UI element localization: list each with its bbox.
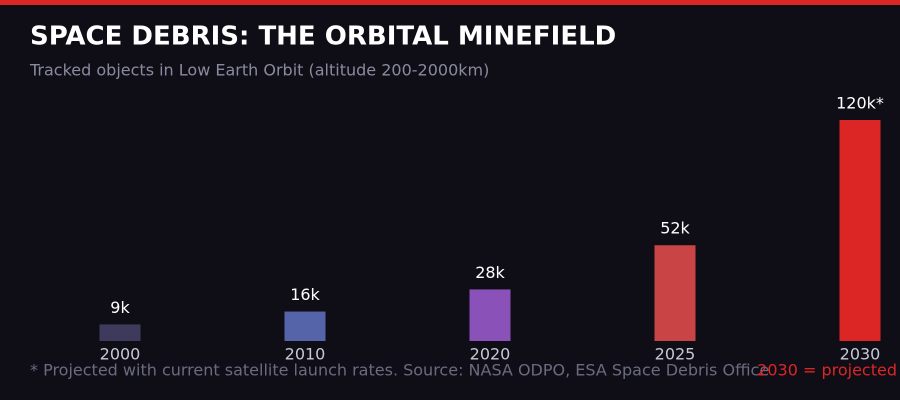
footnote: * Projected with current satellite launc… — [30, 361, 769, 380]
bar — [284, 311, 326, 341]
bar — [469, 289, 511, 341]
value-label: 16k — [290, 285, 320, 304]
x-tick-label: 2030 — [840, 345, 881, 364]
bar — [99, 324, 141, 341]
value-label: 9k — [110, 298, 130, 317]
annotation: 2030 = projected — [757, 361, 897, 380]
bar — [839, 120, 881, 341]
x-tick-label: 2025 — [655, 345, 696, 364]
x-tick-label: 2010 — [285, 345, 326, 364]
chart-subtitle: Tracked objects in Low Earth Orbit (alti… — [29, 61, 489, 80]
bar — [654, 245, 696, 341]
value-label: 28k — [475, 263, 505, 282]
x-tick-label: 2020 — [470, 345, 511, 364]
x-tick-label: 2000 — [100, 345, 141, 364]
value-label: 52k — [660, 219, 690, 238]
top-stripe — [0, 0, 900, 5]
chart-title: SPACE DEBRIS: THE ORBITAL MINEFIELD — [30, 22, 616, 52]
value-label: 120k* — [836, 94, 884, 113]
